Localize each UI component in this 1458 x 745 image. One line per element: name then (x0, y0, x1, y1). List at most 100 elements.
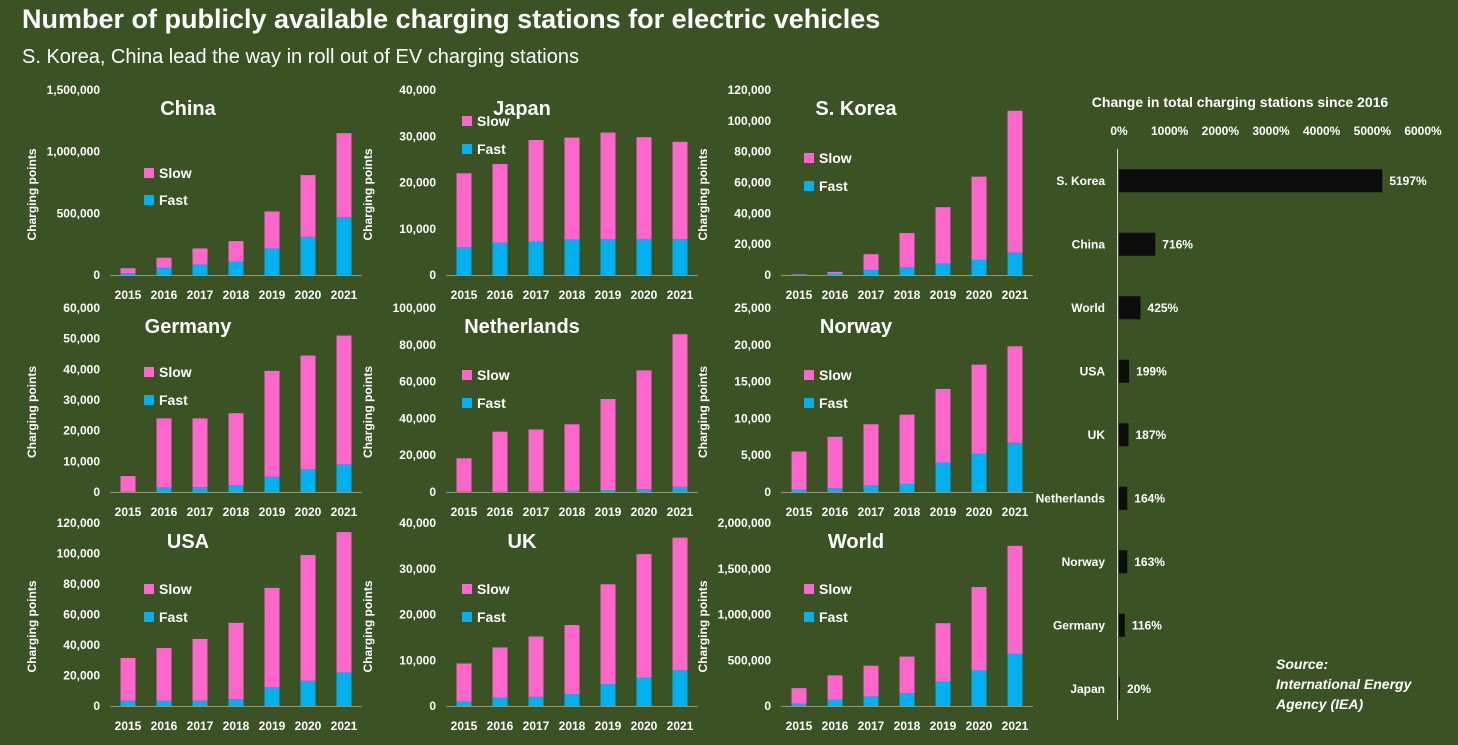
bar-slow-2015 (791, 688, 807, 704)
legend-label-fast: Fast (819, 609, 848, 625)
y-tick-label: 40,000 (63, 362, 100, 376)
x-tick-label: 2017 (523, 288, 550, 302)
x-tick-label: 2021 (1002, 505, 1029, 519)
x-tick-label: 2021 (667, 505, 694, 519)
bar-slow-2017 (192, 418, 208, 488)
legend-swatch-slow (804, 370, 814, 380)
bar-fast-2016 (827, 273, 843, 275)
x-tick-label: 2016 (151, 719, 178, 733)
bar-slow-2021 (672, 334, 688, 487)
y-tick-label: 10,000 (63, 454, 100, 468)
bar-slow-2020 (300, 175, 316, 237)
bar-slow-2017 (528, 636, 544, 697)
bar-fast-2015 (120, 491, 136, 492)
bar-slow-2016 (492, 431, 508, 492)
y-tick-label: 0 (764, 485, 771, 499)
x-tick-label: 2018 (559, 719, 586, 733)
bar-fast-2017 (863, 269, 879, 275)
y-axis-label: Charging points (25, 148, 39, 240)
x-tick-label: 2015 (451, 505, 478, 519)
x-tick-label: 2017 (187, 719, 214, 733)
bar-slow-2021 (336, 335, 352, 465)
category-label: Netherlands (1036, 491, 1106, 505)
legend-label-slow: Slow (477, 581, 510, 597)
x-tick-label: 2017 (858, 505, 885, 519)
chart-title: World (828, 531, 884, 553)
y-tick-label: 40,000 (734, 206, 771, 220)
chart-panel-china: China 0 500,000 1,000,000 1,500,000 Charging … (25, 83, 362, 302)
y-tick-label: 1,500,000 (718, 562, 772, 576)
bar-fast-2021 (336, 464, 352, 492)
y-tick-label: 30,000 (399, 562, 436, 576)
bar-slow-2016 (827, 675, 843, 700)
bar-slow-2018 (564, 625, 580, 695)
bar-fast-2015 (456, 701, 472, 706)
legend-swatch-fast (144, 395, 154, 405)
y-tick-label: 20,000 (399, 608, 436, 622)
y-tick-label: 0 (93, 699, 100, 713)
bar-slow-2016 (156, 418, 172, 488)
chart-panel-s-korea: S. Korea 0 20,000 40,000 60,000 80,000 100,000… (696, 83, 1033, 302)
bar-fast-2015 (120, 700, 136, 706)
bar-china (1119, 232, 1156, 256)
bar-fast-2019 (600, 238, 616, 275)
bar-fast-2020 (971, 453, 987, 492)
bar-fast-2019 (935, 263, 951, 275)
bar-slow-2020 (971, 364, 987, 454)
bar-fast-2019 (935, 462, 951, 492)
x-tick-label: 2021 (331, 288, 358, 302)
y-axis-label: Charging points (25, 580, 39, 672)
bar-fast-2021 (1007, 653, 1023, 706)
bar-fast-2017 (528, 696, 544, 706)
x-tick-label: 2000% (1202, 124, 1240, 138)
y-tick-label: 5,000 (741, 448, 771, 462)
x-tick-label: 2019 (259, 505, 286, 519)
bar-slow-2020 (300, 555, 316, 681)
bar-fast-2018 (899, 693, 915, 706)
bar-fast-2017 (863, 485, 879, 492)
bar-slow-2021 (336, 133, 352, 218)
x-tick-label: 2015 (115, 719, 142, 733)
y-tick-label: 2,000,000 (718, 516, 772, 530)
x-tick-label: 2020 (631, 719, 658, 733)
legend-swatch-slow (462, 116, 472, 126)
bar-slow-2020 (636, 554, 652, 678)
legend-label-slow: Slow (477, 367, 510, 383)
x-tick-label: 2016 (487, 505, 514, 519)
y-tick-label: 40,000 (63, 638, 100, 652)
bar-fast-2018 (899, 266, 915, 275)
bar-slow-2019 (935, 207, 951, 264)
bar-fast-2021 (336, 672, 352, 706)
x-tick-label: 2016 (151, 288, 178, 302)
chart-title: Norway (820, 316, 893, 338)
x-tick-label: 2020 (966, 719, 993, 733)
category-label: China (1072, 237, 1106, 251)
bar-world (1119, 296, 1141, 320)
bar-fast-2020 (971, 670, 987, 706)
x-tick-label: 2019 (930, 505, 957, 519)
y-tick-label: 80,000 (63, 577, 100, 591)
x-tick-label: 2018 (894, 288, 921, 302)
legend-swatch-fast (144, 612, 154, 622)
y-tick-label: 500,000 (57, 206, 101, 220)
data-label: 116% (1132, 618, 1162, 632)
legend-label-fast: Fast (159, 192, 188, 208)
bar-fast-2018 (228, 485, 244, 492)
bar-fast-2021 (672, 238, 688, 275)
bar-slow-2020 (971, 176, 987, 260)
y-tick-label: 25,000 (734, 301, 771, 315)
legend-swatch-fast (804, 612, 814, 622)
bar-fast-2020 (300, 236, 316, 275)
bar-slow-2019 (600, 584, 616, 685)
bar-slow-2019 (264, 370, 280, 477)
data-label: 20% (1127, 682, 1151, 696)
legend-label-fast: Fast (477, 609, 506, 625)
bar-slow-2020 (636, 370, 652, 490)
bar-fast-2019 (264, 248, 280, 275)
x-tick-label: 2016 (151, 505, 178, 519)
y-tick-label: 20,000 (734, 237, 771, 251)
x-tick-label: 2016 (822, 505, 849, 519)
y-tick-label: 10,000 (399, 653, 436, 667)
page-subtitle: S. Korea, China lead the way in roll out… (22, 46, 579, 68)
chart-title: Change in total charging stations since … (1092, 94, 1389, 110)
